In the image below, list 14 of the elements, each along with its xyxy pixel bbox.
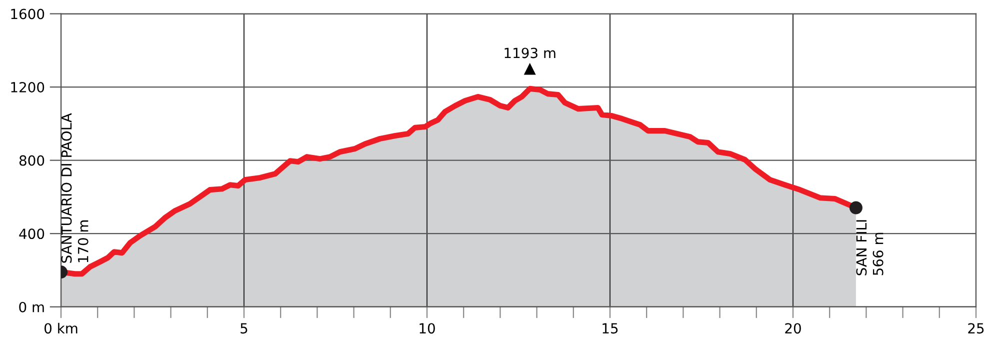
y-tick-label: 1200 <box>11 82 44 93</box>
x-tick-label: 15 <box>602 323 618 334</box>
y-tick-label: 0 m <box>19 302 44 312</box>
x-tick-label: 0 km <box>44 322 78 334</box>
annotation: SAN FILI 566 m <box>856 220 884 276</box>
y-tick-label: 400 <box>19 228 44 240</box>
annotation: 1193 m <box>504 48 556 58</box>
x-tick-label: 5 <box>240 323 248 334</box>
annotation: SANTUARIO DI PAOLA 170 m <box>61 113 88 263</box>
y-tick-label: 1600 <box>11 8 44 20</box>
x-tick-label: 10 <box>420 323 435 334</box>
y-tick-label: 800 <box>19 155 44 166</box>
x-tick-label: 25 <box>968 323 984 334</box>
x-tick-label: 20 <box>785 323 801 334</box>
